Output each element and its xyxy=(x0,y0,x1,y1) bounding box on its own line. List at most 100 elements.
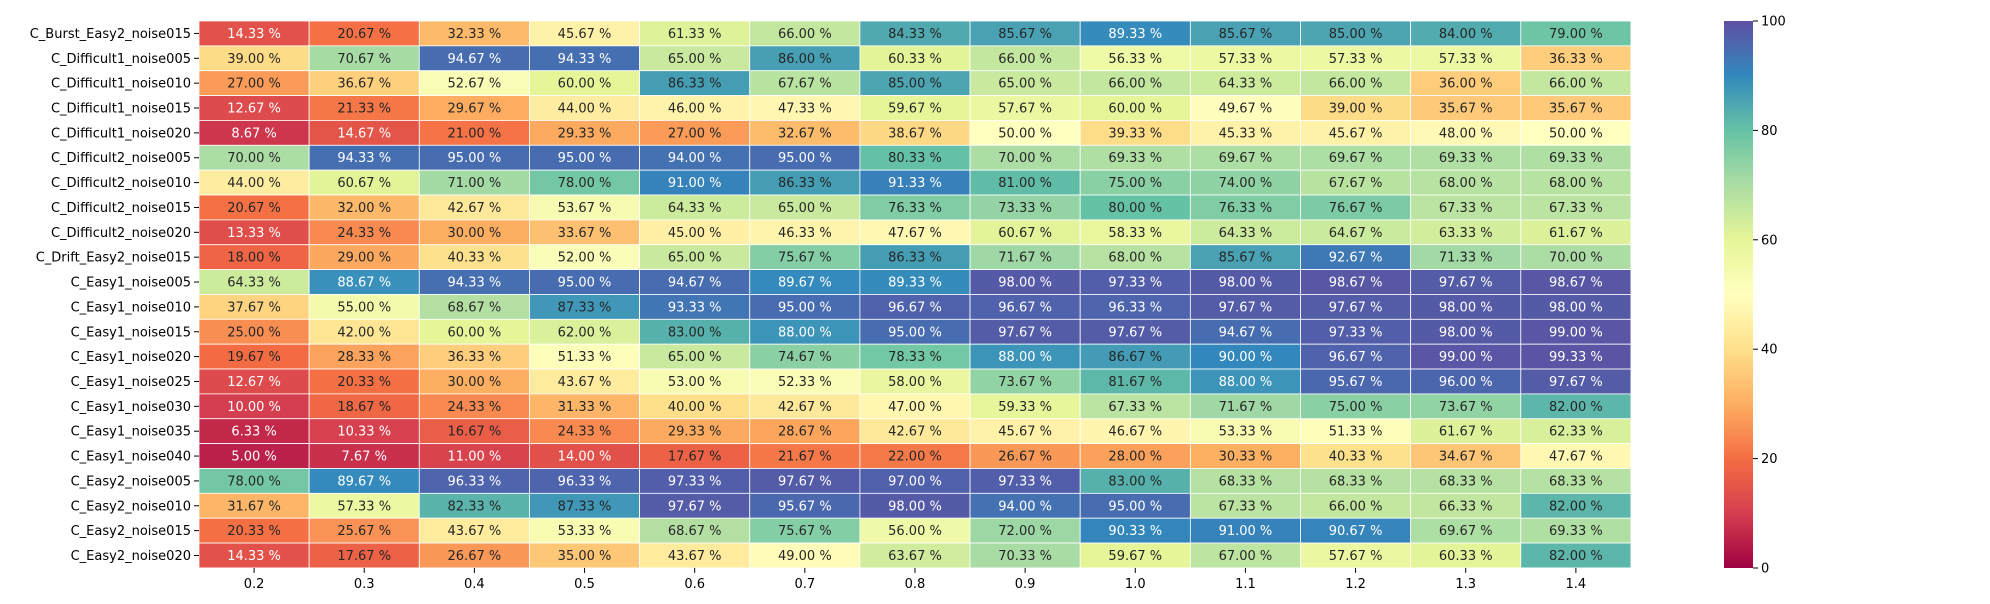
heatmap-cell xyxy=(1410,20,1522,47)
heatmap-cell xyxy=(859,294,971,320)
cell-value-label: 32.00 % xyxy=(337,201,391,216)
heatmap-cell xyxy=(859,144,971,171)
cell-value-label: 45.00 % xyxy=(668,226,722,241)
heatmap-cell xyxy=(529,120,641,146)
x-tick-label: 0.2 xyxy=(244,577,265,592)
cell-value-label: 63.67 % xyxy=(888,549,942,564)
heatmap-cell xyxy=(1189,70,1301,96)
cell-value-label: 26.67 % xyxy=(998,450,1052,465)
y-tick-label: C_Easy1_noise005 xyxy=(71,276,191,291)
cell-value-label: 61.33 % xyxy=(668,27,722,42)
cell-value-label: 90.33 % xyxy=(1108,524,1162,539)
cell-value-label: 36.33 % xyxy=(1549,52,1603,67)
heatmap-cell xyxy=(639,468,751,494)
cell-value-label: 45.67 % xyxy=(1329,126,1383,141)
heatmap-cell xyxy=(749,219,861,246)
cell-value-label: 30.00 % xyxy=(448,226,502,241)
cell-value-label: 61.67 % xyxy=(1549,226,1603,241)
heatmap-cell xyxy=(1520,144,1632,171)
cell-value-label: 85.67 % xyxy=(998,27,1052,42)
heatmap-cell xyxy=(1079,194,1191,221)
cell-value-label: 21.00 % xyxy=(448,126,502,141)
cell-value-label: 99.00 % xyxy=(1549,325,1603,340)
cell-value-label: 30.00 % xyxy=(448,375,502,390)
heatmap-cell xyxy=(198,70,310,96)
cell-value-label: 36.67 % xyxy=(337,77,391,92)
cell-value-label: 29.67 % xyxy=(448,102,502,117)
heatmap-cells xyxy=(198,20,1632,569)
heatmap-cell xyxy=(1410,95,1522,121)
cell-value-label: 53.67 % xyxy=(558,201,612,216)
heatmap-cell xyxy=(639,294,751,320)
heatmap-cell xyxy=(1410,468,1522,494)
cell-value-label: 72.00 % xyxy=(998,524,1052,539)
cell-value-label: 68.33 % xyxy=(1549,474,1603,489)
cell-value-label: 94.33 % xyxy=(448,276,502,291)
heatmap-cell xyxy=(418,144,530,171)
cell-value-label: 60.00 % xyxy=(448,325,502,340)
cell-value-label: 68.00 % xyxy=(1108,251,1162,266)
heatmap-cell xyxy=(1520,194,1632,221)
heatmap-cell xyxy=(1520,95,1632,121)
cell-value-label: 87.33 % xyxy=(558,300,612,315)
heatmap-cell xyxy=(1189,144,1301,171)
cell-value-label: 97.33 % xyxy=(668,474,722,489)
heatmap-cell xyxy=(1189,244,1301,271)
heatmap-cell xyxy=(749,443,861,469)
x-tick-label: 0.6 xyxy=(684,577,705,592)
cell-value-label: 86.33 % xyxy=(668,77,722,92)
cell-value-label: 88.00 % xyxy=(998,350,1052,365)
cell-value-label: 71.00 % xyxy=(448,176,502,191)
cell-value-label: 64.67 % xyxy=(1329,226,1383,241)
cell-value-label: 44.00 % xyxy=(558,102,612,117)
cell-value-label: 68.33 % xyxy=(1439,474,1493,489)
cell-value-label: 91.33 % xyxy=(888,176,942,191)
heatmap-cell xyxy=(198,95,310,121)
cell-value-label: 49.00 % xyxy=(778,549,832,564)
cell-value-label: 78.00 % xyxy=(227,474,281,489)
cell-value-label: 52.67 % xyxy=(448,77,502,92)
heatmap-cell xyxy=(749,318,861,345)
cell-value-label: 68.00 % xyxy=(1439,176,1493,191)
cell-value-label: 76.33 % xyxy=(1219,201,1273,216)
cell-value-label: 80.00 % xyxy=(1108,201,1162,216)
cell-value-label: 83.00 % xyxy=(668,325,722,340)
cell-value-label: 46.67 % xyxy=(1108,425,1162,440)
heatmap-cell xyxy=(308,244,420,271)
y-tick-label: C_Difficult2_noise010 xyxy=(51,176,191,191)
cell-value-label: 69.33 % xyxy=(1108,151,1162,166)
heatmap-cell xyxy=(969,343,1081,370)
cell-value-label: 14.33 % xyxy=(227,27,281,42)
cell-value-label: 78.33 % xyxy=(888,350,942,365)
heatmap-cell xyxy=(639,269,751,295)
cell-value-label: 31.33 % xyxy=(558,400,612,415)
heatmap-cell xyxy=(859,95,971,121)
cell-value-label: 70.33 % xyxy=(998,549,1052,564)
heatmap-cell xyxy=(749,95,861,121)
colorbar-tick-label: 40 xyxy=(1761,343,1778,358)
cell-value-label: 30.33 % xyxy=(1219,450,1273,465)
heatmap-cell xyxy=(749,418,861,445)
heatmap-cell xyxy=(1410,517,1522,544)
cell-value-label: 14.33 % xyxy=(227,549,281,564)
heatmap-cell xyxy=(639,443,751,469)
cell-value-label: 70.67 % xyxy=(337,52,391,67)
heatmap-cell xyxy=(1079,368,1191,395)
heatmap-cell xyxy=(749,169,861,196)
heatmap-cell xyxy=(639,368,751,395)
cell-value-label: 85.67 % xyxy=(1219,251,1273,266)
cell-value-label: 85.00 % xyxy=(1329,27,1383,42)
heatmap-cell xyxy=(639,144,751,171)
cell-value-label: 94.67 % xyxy=(448,52,502,67)
cell-value-label: 39.00 % xyxy=(227,52,281,67)
cell-value-label: 89.33 % xyxy=(1108,27,1162,42)
cell-value-label: 31.67 % xyxy=(227,499,281,514)
heatmap-cell xyxy=(198,219,310,246)
cell-value-label: 47.67 % xyxy=(1549,450,1603,465)
heatmap-cell xyxy=(308,418,420,445)
cell-value-label: 28.00 % xyxy=(1108,450,1162,465)
cell-value-label: 70.00 % xyxy=(227,151,281,166)
cell-value-label: 66.00 % xyxy=(778,27,832,42)
cell-value-label: 42.67 % xyxy=(778,400,832,415)
